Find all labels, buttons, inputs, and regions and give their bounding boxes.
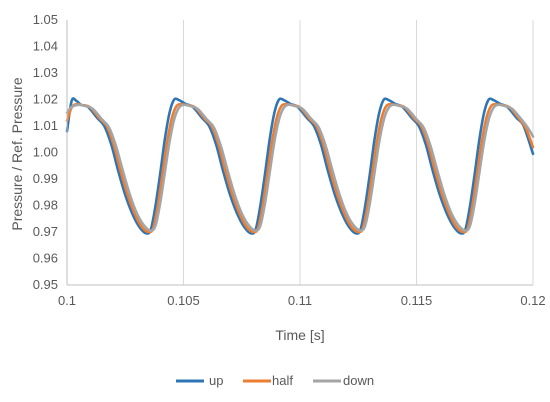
y-tick-label: 1.05 bbox=[33, 12, 58, 27]
x-tick-labels: 0.1 0.105 0.11 0.115 0.12 bbox=[58, 293, 546, 308]
y-axis-title: Pressure / Ref. Pressure bbox=[9, 77, 25, 230]
series-line-down bbox=[65, 103, 535, 232]
x-tick-label: 0.115 bbox=[401, 293, 433, 308]
y-tick-label: 0.97 bbox=[33, 224, 58, 239]
y-tick-label: 1.04 bbox=[33, 39, 58, 54]
legend-label-half: half bbox=[272, 373, 293, 388]
x-tick-label: 0.1 bbox=[58, 293, 76, 308]
y-tick-label: 1.00 bbox=[33, 145, 58, 160]
legend: up half down bbox=[176, 373, 374, 388]
x-tick-label: 0.12 bbox=[520, 293, 545, 308]
y-tick-label: 1.02 bbox=[33, 92, 58, 107]
legend-label-down: down bbox=[343, 373, 374, 388]
y-tick-label: 0.95 bbox=[33, 277, 58, 292]
axes bbox=[66, 20, 533, 286]
y-tick-label: 1.03 bbox=[33, 65, 58, 80]
y-tick-label: 1.01 bbox=[33, 118, 58, 133]
y-tick-label: 0.98 bbox=[33, 198, 58, 213]
legend-label-up: up bbox=[209, 373, 223, 388]
series-group bbox=[65, 97, 535, 235]
x-tick-label: 0.11 bbox=[288, 293, 312, 308]
y-tick-labels: 0.95 0.96 0.97 0.98 0.99 1.00 1.01 1.02 1.03 1.04… bbox=[33, 12, 58, 292]
y-tick-label: 0.99 bbox=[33, 171, 58, 186]
x-tick-label: 0.105 bbox=[167, 293, 200, 308]
grid-lines bbox=[66, 20, 534, 285]
x-axis-title: Time [s] bbox=[275, 327, 324, 343]
y-tick-label: 0.96 bbox=[33, 251, 58, 266]
